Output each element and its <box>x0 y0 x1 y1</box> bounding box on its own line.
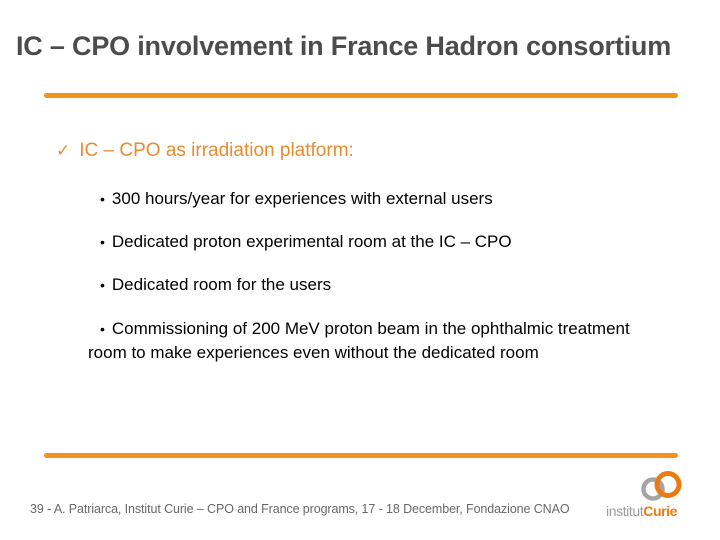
bullet-dot-icon: • <box>100 234 105 250</box>
logo-rings-icon <box>641 471 682 501</box>
bullet-item: • Dedicated room for the users <box>100 275 331 295</box>
bullet-item: • Commissioning of 200 MeV proton beam in… <box>88 317 654 365</box>
institut-curie-logo: institutCurie <box>606 470 686 520</box>
bullet-dot-icon: • <box>100 321 105 337</box>
bullet-text: 300 hours/year for experiences with exte… <box>111 189 493 208</box>
bullet-item: • Dedicated proton experimental room at … <box>100 232 512 252</box>
footer-caption: 39 - A. Patriarca, Institut Curie – CPO … <box>30 502 570 516</box>
logo-word-curie: Curie <box>643 503 678 519</box>
check-heading-label: IC – CPO as irradiation platform: <box>79 140 354 161</box>
bullet-dot-icon: • <box>100 191 105 207</box>
bullet-item: • 300 hours/year for experiences with ex… <box>100 189 493 209</box>
slide-title: IC – CPO involvement in France Hadron co… <box>16 31 672 61</box>
title-underline-rule <box>44 93 678 98</box>
logo-wordmark: institutCurie <box>606 503 677 519</box>
bullet-text: Dedicated proton experimental room at th… <box>111 232 512 251</box>
logo-word-institut: institut <box>606 503 644 519</box>
checkmark-icon: ✓ <box>56 141 71 160</box>
bullet-dot-icon: • <box>100 277 105 293</box>
check-heading: ✓ IC – CPO as irradiation platform: <box>56 140 354 162</box>
bullet-text: Dedicated room for the users <box>111 275 332 294</box>
footer-divider-rule <box>44 453 678 458</box>
bullet-text: Commissioning of 200 MeV proton beam in … <box>88 319 630 362</box>
